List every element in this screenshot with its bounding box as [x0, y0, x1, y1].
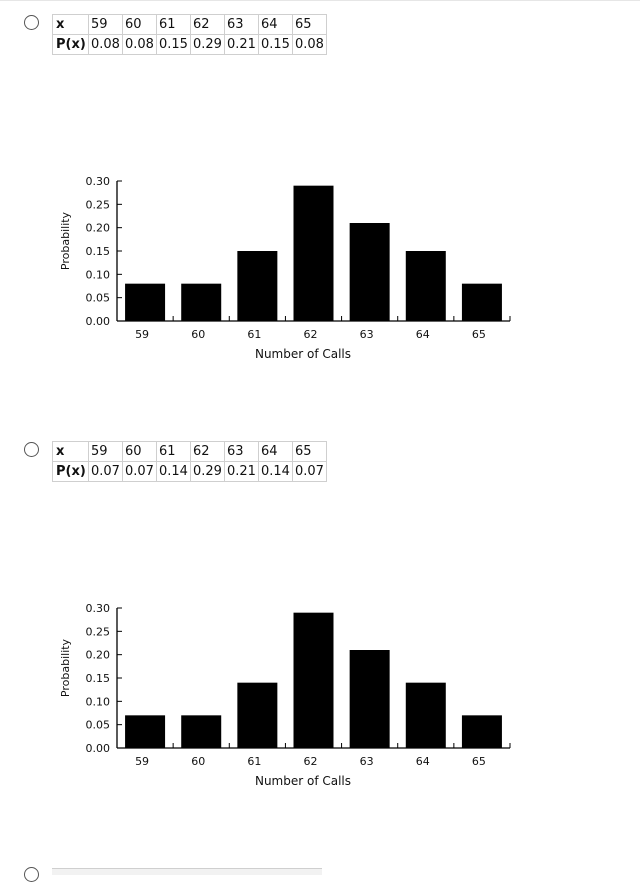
x-cell: 61 — [156, 14, 191, 35]
px-cell: 0.21 — [224, 461, 259, 482]
px-cell: 0.08 — [292, 34, 327, 55]
px-cell: 0.07 — [122, 461, 157, 482]
px-cell: 0.14 — [258, 461, 293, 482]
x-cell: 64 — [258, 441, 293, 462]
table-row-x: x 59 60 61 62 63 64 65 — [52, 441, 327, 462]
table-row-px: P(x) 0.08 0.08 0.15 0.29 0.21 0.15 0.08 — [52, 34, 327, 55]
option-1-radio-button[interactable] — [24, 15, 39, 30]
x-cell: 63 — [224, 14, 259, 35]
bar — [237, 251, 278, 321]
y-tick-label: 0.30 — [86, 175, 111, 188]
y-tick-label: 0.25 — [86, 625, 111, 638]
bar — [405, 251, 446, 321]
bar — [181, 283, 222, 321]
y-tick-label: 0.15 — [86, 672, 111, 685]
px-cell: 0.15 — [258, 34, 293, 55]
x-cell: 65 — [292, 14, 327, 35]
bar — [349, 223, 390, 321]
px-cell: 0.15 — [156, 34, 191, 55]
x-tick-label: 60 — [191, 755, 205, 768]
x-cell: 61 — [156, 441, 191, 462]
px-cell: 0.07 — [292, 461, 327, 482]
px-cell: 0.21 — [224, 34, 259, 55]
px-cell: 0.29 — [190, 461, 225, 482]
y-tick-label: 0.00 — [86, 315, 111, 328]
px-cell: 0.29 — [190, 34, 225, 55]
x-cell: 65 — [292, 441, 327, 462]
bar — [125, 283, 166, 321]
x-tick-label: 65 — [472, 328, 486, 341]
y-tick-label: 0.10 — [86, 268, 111, 281]
x-tick-label: 60 — [191, 328, 205, 341]
x-header: x — [52, 441, 89, 462]
bar — [461, 715, 502, 748]
px-cell: 0.08 — [122, 34, 157, 55]
x-tick-label: 59 — [135, 755, 149, 768]
x-cell: 59 — [88, 441, 123, 462]
y-tick-label: 0.20 — [86, 222, 111, 235]
px-cell: 0.07 — [88, 461, 123, 482]
x-cell: 63 — [224, 441, 259, 462]
x-cell: 62 — [190, 441, 225, 462]
x-tick-label: 63 — [360, 755, 374, 768]
bar — [181, 715, 222, 748]
y-tick-label: 0.25 — [86, 198, 111, 211]
x-axis-title: Number of Calls — [255, 774, 351, 788]
x-header: x — [52, 14, 89, 35]
y-tick-label: 0.10 — [86, 695, 111, 708]
y-tick-label: 0.20 — [86, 649, 111, 662]
x-tick-label: 64 — [416, 328, 430, 341]
table-row-x: x 59 60 61 62 63 64 65 — [52, 14, 327, 35]
bar — [293, 185, 334, 321]
option-2-probability-table: x 59 60 61 62 63 64 65 P(x) 0.07 0.07 0.… — [52, 441, 327, 482]
option-1-bar-chart: 0.00 0.05 0.10 0.15 0.20 0.25 0.30 59 60 61 62 63 64… — [59, 175, 511, 361]
x-cell: 60 — [122, 14, 157, 35]
option-3-radio-button[interactable] — [24, 867, 39, 882]
bar — [293, 612, 334, 748]
px-header: P(x) — [52, 34, 89, 55]
x-tick-label: 63 — [360, 328, 374, 341]
x-tick-label: 62 — [304, 755, 318, 768]
x-axis-title: Number of Calls — [255, 347, 351, 361]
x-tick-label: 59 — [135, 328, 149, 341]
bar — [237, 682, 278, 748]
x-tick-label: 64 — [416, 755, 430, 768]
px-header: P(x) — [52, 461, 89, 482]
y-tick-label: 0.15 — [86, 245, 111, 258]
y-tick-label: 0.05 — [86, 719, 111, 732]
y-tick-label: 0.00 — [86, 742, 111, 755]
y-tick-label: 0.30 — [86, 602, 111, 615]
x-cell: 64 — [258, 14, 293, 35]
x-cell: 59 — [88, 14, 123, 35]
x-tick-label: 61 — [247, 328, 261, 341]
bar — [405, 682, 446, 748]
option-2-radio-button[interactable] — [24, 442, 39, 457]
px-cell: 0.08 — [88, 34, 123, 55]
x-cell: 60 — [122, 441, 157, 462]
x-tick-label: 65 — [472, 755, 486, 768]
x-cell: 62 — [190, 14, 225, 35]
option-1-probability-table: x 59 60 61 62 63 64 65 P(x) 0.08 0.08 0.… — [52, 14, 327, 55]
top-divider — [0, 0, 640, 1]
y-axis-title: Probability — [59, 638, 72, 697]
bar — [125, 715, 166, 748]
y-axis-title: Probability — [59, 211, 72, 270]
y-tick-label: 0.05 — [86, 292, 111, 305]
option-2-bar-chart: 0.00 0.05 0.10 0.15 0.20 0.25 0.30 59 60 61 62 63 64… — [59, 602, 511, 788]
x-tick-label: 61 — [247, 755, 261, 768]
bar — [349, 650, 390, 748]
px-cell: 0.14 — [156, 461, 191, 482]
bar — [461, 283, 502, 321]
table-row-px: P(x) 0.07 0.07 0.14 0.29 0.21 0.14 0.07 — [52, 461, 327, 482]
x-tick-label: 62 — [304, 328, 318, 341]
